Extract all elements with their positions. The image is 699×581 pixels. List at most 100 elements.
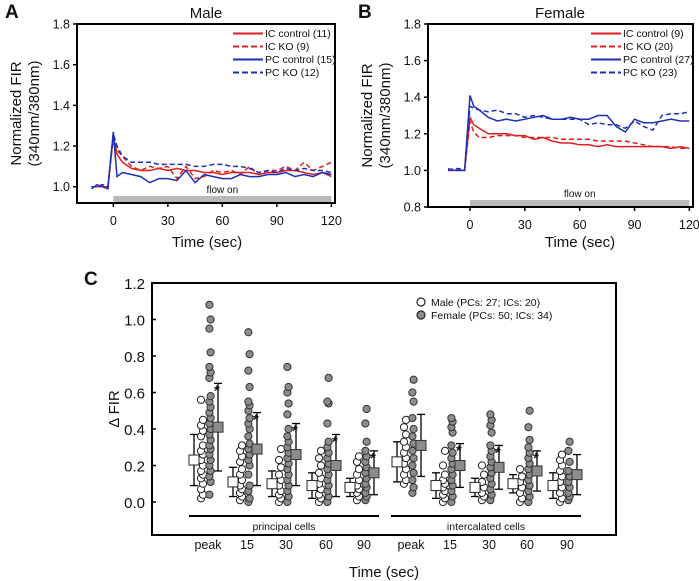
chart-c-ytick-label: 1.0 bbox=[124, 313, 145, 330]
female-data-point bbox=[409, 483, 418, 492]
chart-c-category-label: 30 bbox=[482, 538, 496, 552]
chart-b-ytick-label: 0.8 bbox=[404, 201, 421, 215]
chart-a-ytick-label: 1.6 bbox=[53, 58, 70, 72]
legend-label-1: Female (PCs: 50; ICs: 34) bbox=[431, 310, 552, 322]
male-data-point bbox=[274, 470, 284, 479]
female-data-point bbox=[245, 350, 254, 359]
chart-b-ytick-label: 1.2 bbox=[404, 127, 421, 141]
female-data-point bbox=[324, 373, 333, 382]
significance-asterisk: * bbox=[253, 412, 259, 429]
chart-c-xlabel: Time (sec) bbox=[349, 564, 419, 581]
male-mean-marker bbox=[469, 481, 481, 493]
chart-b-title: Female bbox=[535, 5, 585, 22]
female-data-point bbox=[409, 424, 418, 434]
female-data-point bbox=[565, 457, 574, 466]
female-data-point bbox=[524, 443, 533, 452]
legend-marker-1 bbox=[416, 310, 426, 320]
chart-b-ylabel-line2: (340nm/380nm) bbox=[377, 63, 394, 169]
chart-b-legend-label-3: PC KO (23) bbox=[623, 67, 677, 79]
female-data-point bbox=[487, 428, 496, 437]
chart-a-legend-label-3: PC KO (12) bbox=[265, 67, 319, 79]
chart-a-ytick-label: 1.4 bbox=[53, 99, 70, 113]
female-data-point bbox=[205, 490, 214, 499]
male-data-point bbox=[517, 472, 527, 481]
chart-b-ytick-label: 1.8 bbox=[404, 18, 421, 32]
chart-c-ylabel: Δ FIR bbox=[106, 390, 123, 428]
male-data-point bbox=[314, 454, 324, 463]
female-data-point bbox=[564, 446, 573, 455]
chart-c-ytick-label: 0.0 bbox=[124, 495, 145, 512]
legend-label-0: Male (PCs: 27; ICs: 20) bbox=[431, 297, 540, 309]
male-mean-marker bbox=[227, 476, 239, 488]
female-data-point bbox=[408, 413, 417, 423]
male-data-point bbox=[440, 470, 450, 479]
female-data-point bbox=[447, 441, 456, 450]
chart-a-ylabel: Normalized FIR(340nm/380nm) bbox=[8, 61, 43, 167]
legend-marker-0 bbox=[416, 297, 426, 307]
chart-a-series-line-1 bbox=[91, 137, 332, 188]
chart-b-ytick-label: 1.4 bbox=[404, 91, 421, 105]
chart-b-flow-on-bar bbox=[470, 200, 690, 206]
chart-b-flow-on-label: flow on bbox=[564, 189, 596, 200]
female-data-point bbox=[486, 410, 495, 419]
chart-a-xlabel: Time (sec) bbox=[172, 234, 242, 251]
significance-asterisk: * bbox=[370, 450, 376, 467]
significance-asterisk: * bbox=[456, 443, 462, 460]
significance-asterisk: * bbox=[332, 433, 338, 450]
chart-c-category-label: 60 bbox=[520, 538, 534, 552]
chart-b-legend-label-1: IC KO (20) bbox=[623, 41, 673, 53]
female-data-point bbox=[565, 437, 574, 446]
female-data-point bbox=[361, 446, 370, 455]
female-data-point bbox=[245, 494, 254, 503]
male-data-point bbox=[316, 461, 326, 470]
chart-b-series-line-1 bbox=[448, 120, 690, 172]
chart-a-legend-label-0: IC control (11) bbox=[265, 28, 331, 40]
female-data-point bbox=[564, 466, 573, 476]
chart-c-ytick-label: 1.2 bbox=[124, 276, 145, 293]
chart-a-xtick-label: 30 bbox=[161, 214, 175, 228]
female-data-point bbox=[205, 300, 214, 309]
chart-b-ylabel: Normalized FIR(340nm/380nm) bbox=[359, 63, 394, 169]
female-data-point bbox=[408, 432, 417, 441]
female-mean-marker bbox=[454, 460, 466, 471]
female-data-point bbox=[206, 348, 215, 357]
significance-asterisk: * bbox=[533, 450, 539, 467]
chart-b: flow on 0.8 1.0 1.2 1.4 1.6 1.8 0 30 60 90 120 Norma… bbox=[359, 18, 699, 233]
chart-a: flow on 1.0 1.2 1.4 1.6 1.8 0 30 60 90 120 Normaliz… bbox=[8, 18, 342, 229]
male-data-point bbox=[479, 470, 489, 479]
chart-b-plot-frame bbox=[427, 23, 694, 208]
male-data-point bbox=[477, 461, 487, 470]
male-data-point bbox=[557, 450, 567, 459]
female-data-point bbox=[244, 470, 253, 479]
female-mean-marker bbox=[571, 469, 583, 481]
chart-c-category-label: 90 bbox=[357, 538, 371, 552]
female-data-point bbox=[284, 399, 293, 408]
panel-letter-a: A bbox=[5, 2, 19, 23]
female-mean-marker bbox=[531, 465, 543, 477]
chart-a-ytick-label: 1.8 bbox=[53, 18, 70, 32]
female-data-point bbox=[408, 476, 417, 485]
male-data-point bbox=[515, 465, 525, 474]
chart-a-title: Male bbox=[190, 5, 223, 22]
female-data-point bbox=[245, 481, 254, 490]
male-data-point bbox=[196, 395, 206, 404]
female-data-point bbox=[408, 461, 417, 470]
group-label-principal: principal cells bbox=[252, 521, 315, 533]
female-data-point bbox=[284, 424, 293, 434]
male-mean-marker bbox=[306, 480, 318, 492]
significance-asterisk: * bbox=[214, 382, 220, 399]
female-data-point bbox=[486, 441, 495, 450]
male-data-point bbox=[354, 465, 364, 474]
female-mean-marker bbox=[330, 460, 342, 471]
chart-a-ytick-label: 1.0 bbox=[53, 180, 70, 194]
chart-c-plot-frame bbox=[151, 282, 617, 536]
male-mean-marker bbox=[344, 481, 356, 493]
chart-b-xlabel: Time (sec) bbox=[545, 234, 615, 251]
chart-a-series-line-0 bbox=[91, 135, 332, 188]
chart-b-series-line-0 bbox=[448, 114, 690, 172]
chart-c-category-label: 90 bbox=[560, 538, 574, 552]
chart-c-category-label: 30 bbox=[279, 538, 293, 552]
chart-c-category-label: 15 bbox=[443, 538, 457, 552]
chart-b-legend-label-2: PC control (27) bbox=[623, 54, 694, 66]
female-data-point bbox=[408, 388, 417, 397]
